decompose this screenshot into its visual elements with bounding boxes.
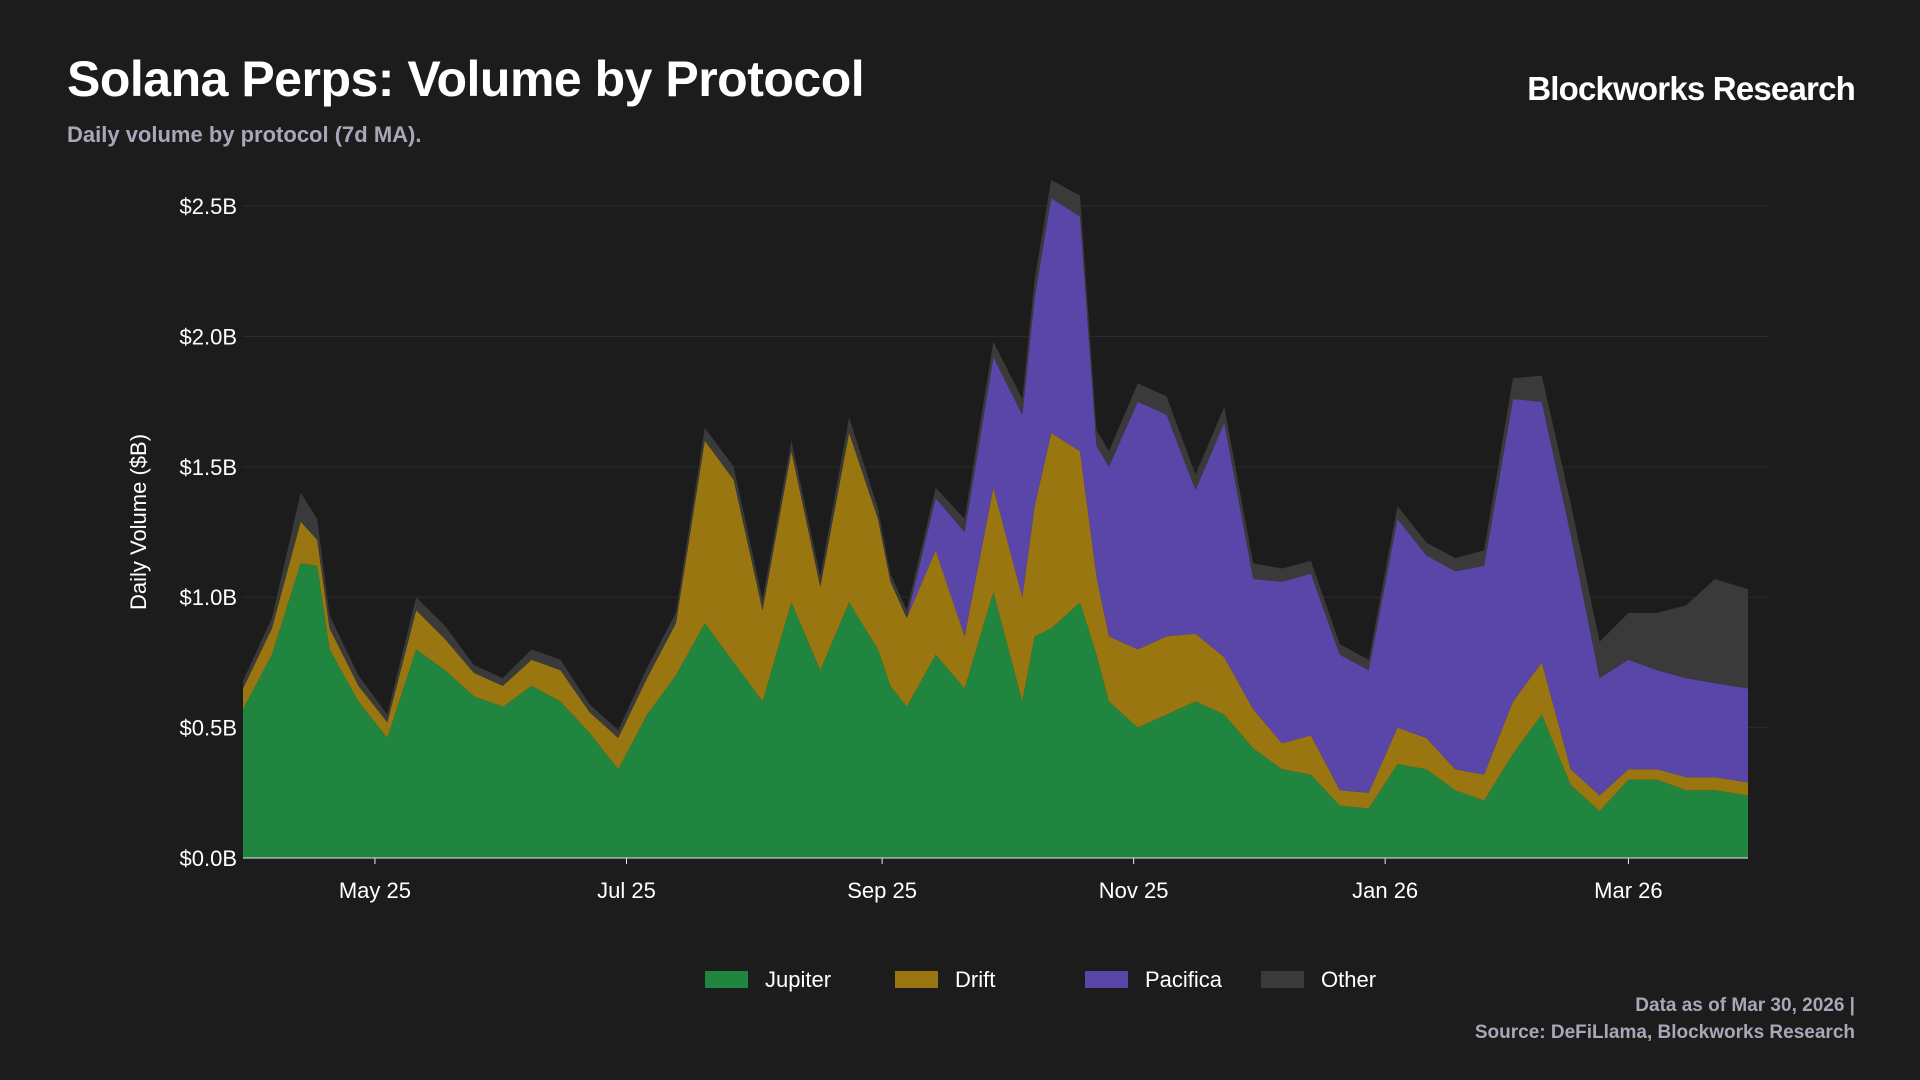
legend-label-drift: Drift [955, 967, 995, 992]
y-axis-label: Daily Volume ($B) [126, 434, 151, 610]
legend-swatch-pacifica [1085, 971, 1128, 988]
y-tick-label: $2.0B [180, 324, 238, 349]
x-tick-label: Sep 25 [847, 878, 917, 903]
area-drift [243, 432, 1748, 812]
y-tick-label: $0.5B [180, 716, 238, 741]
legend-swatch-drift [895, 971, 938, 988]
legend: Jupiter Drift Pacifica Other [705, 967, 1376, 992]
x-tick-label: Mar 26 [1594, 878, 1662, 903]
source-credit: Source: DeFiLlama, Blockworks Research [1474, 1022, 1855, 1043]
x-tick-label: Nov 25 [1099, 878, 1169, 903]
data-date: Data as of Mar 30, 2026 | [1635, 995, 1855, 1016]
x-tick-label: May 25 [339, 878, 411, 903]
axes: $0.0B $0.5B $1.0B $1.5B $2.0B $2.5B May 25 Jul … [180, 194, 1748, 903]
area-jupiter [243, 563, 1748, 858]
chart-subtitle: Daily volume by protocol (7d MA). [67, 122, 422, 147]
x-tick-label: Jul 25 [597, 878, 656, 903]
y-tick-label: $2.5B [180, 194, 238, 219]
y-tick-label: $1.0B [180, 585, 238, 610]
x-tick-label: Jan 26 [1352, 878, 1418, 903]
legend-label-other: Other [1321, 967, 1376, 992]
legend-label-pacifica: Pacifica [1145, 967, 1223, 992]
legend-swatch-jupiter [705, 971, 748, 988]
area-pacifica [243, 198, 1748, 796]
y-tick-label: $0.0B [180, 846, 238, 871]
legend-swatch-other [1261, 971, 1304, 988]
chart-title: Solana Perps: Volume by Protocol [67, 51, 865, 107]
y-tick-label: $1.5B [180, 455, 238, 480]
brand-logo: Blockworks Research [1527, 70, 1856, 107]
stacked-areas [243, 180, 1748, 858]
footer-source: Data as of Mar 30, 2026 | Source: DeFiLl… [1475, 992, 1855, 1046]
legend-label-jupiter: Jupiter [765, 967, 831, 992]
